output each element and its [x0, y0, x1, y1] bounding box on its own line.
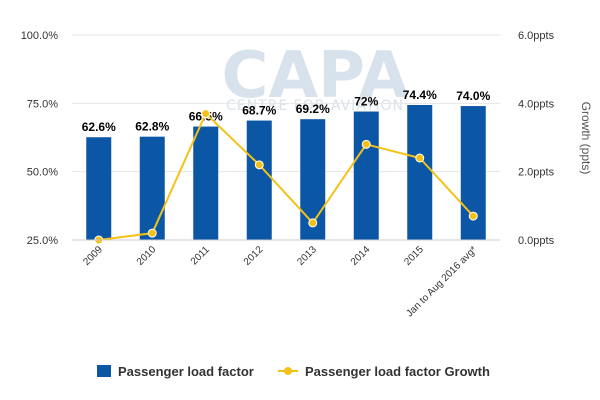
bar-data-label: 74.4%: [403, 88, 437, 102]
bar: [139, 136, 165, 240]
left-y-axis: 25.0% 50.0% 75.0% 100.0%: [21, 30, 59, 247]
left-tick-label: 50.0%: [27, 167, 58, 179]
bar-data-label: 74.0%: [456, 89, 490, 103]
watermark-logo: CAPA: [221, 39, 409, 113]
right-tick-label: 0.0ppts: [518, 235, 555, 247]
x-tick-label: 2009: [81, 244, 105, 268]
bar-data-label: 72%: [354, 95, 378, 109]
left-tick-label: 25.0%: [27, 235, 58, 247]
line-series: [94, 109, 478, 245]
line-point: [308, 218, 318, 228]
capa-watermark: CAPA CENTRE FOR AVIATION: [221, 39, 409, 114]
legend-label-line: Passenger load factor Growth: [305, 364, 490, 379]
bar: [193, 126, 219, 240]
legend-label-bar: Passenger load factor: [118, 364, 254, 379]
bar: [86, 137, 112, 240]
bar-data-label: 68.7%: [242, 104, 276, 118]
x-tick-label: 2012: [242, 244, 266, 268]
x-tick-label: 2011: [189, 244, 212, 267]
line-point: [361, 139, 371, 149]
x-tick-label: 2014: [349, 244, 373, 268]
x-tick-label: 2013: [295, 244, 319, 268]
legend-swatch-bar: [97, 365, 111, 377]
bar-data-label: 62.8%: [135, 120, 169, 134]
right-tick-label: 6.0ppts: [518, 30, 555, 42]
bar-data-labels: 62.6%62.8%66.5%68.7%69.2%72%74.4%74.0%: [82, 88, 491, 134]
right-y-axis: 0.0ppts 2.0ppts 4.0ppts 6.0ppts: [518, 30, 555, 247]
right-tick-label: 4.0ppts: [518, 98, 555, 110]
bar-data-label: 69.2%: [296, 102, 330, 116]
legend-swatch-line-marker: [284, 367, 292, 375]
bar: [407, 104, 433, 241]
bar-series: [86, 104, 486, 241]
line-point: [468, 211, 478, 221]
right-axis-title: Growth (ppts): [579, 102, 593, 175]
x-tick-label: 2010: [135, 244, 159, 268]
bar: [246, 120, 272, 240]
legend: Passenger load factor Passenger load fac…: [97, 364, 490, 379]
line-point: [254, 160, 264, 170]
line-point: [415, 153, 425, 163]
watermark-subtext: CENTRE FOR AVIATION: [226, 98, 404, 114]
bar: [353, 111, 379, 241]
right-tick-label: 2.0ppts: [518, 167, 555, 179]
growth-line: [98, 111, 474, 241]
line-point: [201, 109, 211, 119]
left-tick-label: 75.0%: [27, 98, 58, 110]
x-tick-label: 2015: [402, 244, 426, 268]
left-tick-label: 100.0%: [21, 30, 59, 42]
bar-data-label: 62.6%: [82, 120, 116, 134]
line-point: [147, 228, 157, 238]
